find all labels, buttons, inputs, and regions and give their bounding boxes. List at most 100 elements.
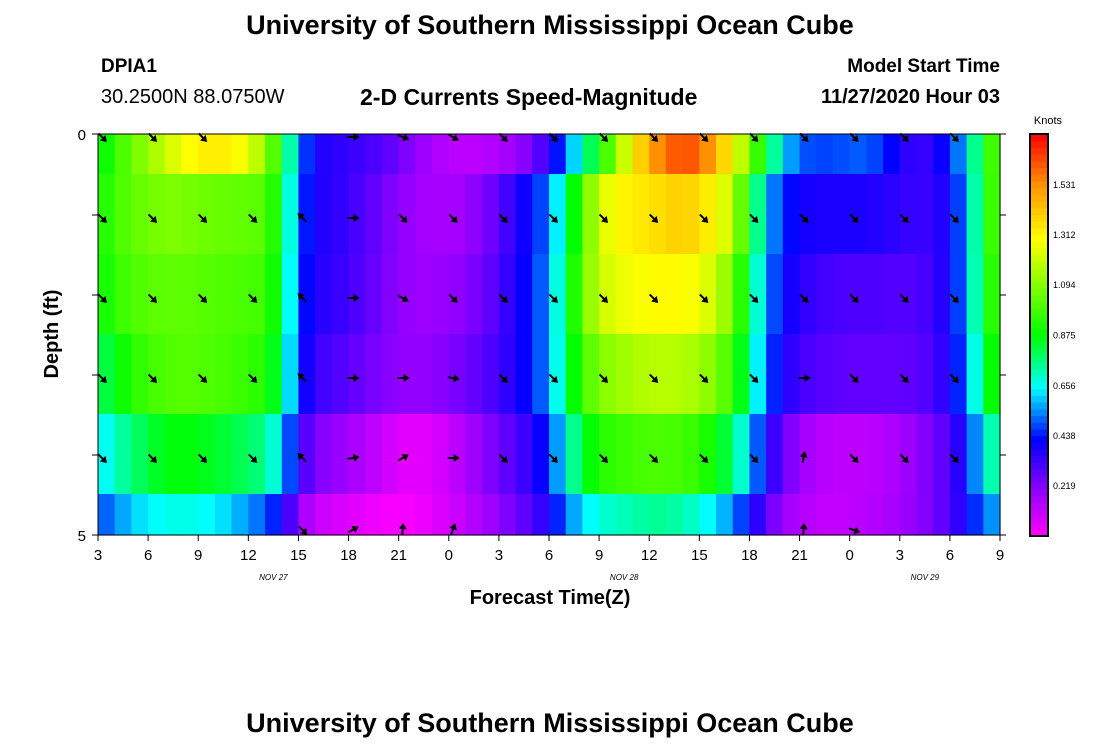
- y-tick-label: 5: [78, 528, 86, 545]
- colorbar-segment: [1030, 247, 1048, 256]
- speed-cell: [866, 134, 884, 175]
- speed-cell: [265, 254, 283, 335]
- speed-cell: [849, 254, 867, 335]
- speed-cell: [331, 414, 350, 495]
- speed-cell: [749, 254, 767, 335]
- colorbar-segment: [1030, 221, 1048, 229]
- speed-cell: [365, 334, 383, 415]
- speed-cell: [816, 414, 834, 495]
- current-arrow: [447, 133, 459, 141]
- colorbar-segment: [1030, 154, 1048, 162]
- speed-cell: [665, 174, 684, 255]
- speed-cell: [716, 494, 734, 536]
- current-arrow: [749, 373, 759, 383]
- colorbar-segment: [1030, 227, 1048, 236]
- current-arrow: [849, 453, 859, 463]
- speed-cell: [415, 254, 433, 335]
- speed-cell: [766, 134, 784, 175]
- speed-cell: [198, 254, 216, 335]
- speed-cell: [699, 494, 717, 536]
- speed-cell: [432, 174, 450, 255]
- current-arrow: [749, 293, 759, 303]
- speed-cell: [114, 174, 133, 255]
- x-tick-label: 18: [741, 547, 758, 564]
- current-arrow: [397, 374, 410, 382]
- speed-cell: [482, 174, 500, 255]
- speed-cell: [649, 414, 667, 495]
- current-arrow: [397, 133, 410, 142]
- speed-cell: [949, 254, 968, 335]
- colorbar-segment: [1030, 328, 1048, 336]
- speed-cell: [114, 334, 133, 415]
- speed-cell: [916, 414, 934, 495]
- speed-cell: [832, 494, 851, 536]
- speed-cell: [883, 414, 901, 495]
- speed-cell: [565, 174, 584, 255]
- colorbar-segment: [1030, 388, 1048, 396]
- current-arrow: [749, 213, 759, 223]
- speed-cell: [448, 494, 467, 536]
- speed-cell: [832, 174, 851, 255]
- speed-cell: [532, 334, 550, 415]
- colorbar-segment: [1030, 368, 1048, 376]
- speed-cell: [615, 134, 634, 175]
- current-arrow: [398, 213, 408, 223]
- colorbar-segment: [1030, 522, 1048, 530]
- current-arrow: [749, 132, 759, 142]
- current-arrow: [97, 453, 107, 463]
- speed-cell: [231, 174, 249, 255]
- speed-cell: [415, 494, 433, 536]
- colorbar-tick-label: 0.656: [1053, 381, 1076, 391]
- current-arrow: [498, 373, 508, 383]
- speed-cell: [682, 134, 700, 175]
- speed-cell: [331, 334, 350, 415]
- speed-cell: [114, 134, 133, 175]
- speed-cell: [615, 334, 634, 415]
- speed-cell: [381, 254, 400, 335]
- speed-cell: [298, 334, 316, 415]
- speed-cell: [365, 494, 383, 536]
- speed-cell: [565, 414, 584, 495]
- speed-cell: [331, 134, 350, 175]
- current-arrow: [548, 453, 558, 463]
- speed-cell: [498, 134, 517, 175]
- speed-cell: [381, 494, 400, 536]
- current-arrow: [147, 293, 158, 303]
- speed-cell: [432, 134, 450, 175]
- current-arrow: [347, 294, 360, 302]
- current-arrow: [297, 373, 307, 383]
- current-arrow: [648, 132, 659, 142]
- speed-cell: [665, 254, 684, 335]
- y-tick-label: 0: [78, 127, 86, 144]
- speed-cell: [749, 494, 767, 536]
- speed-cell: [565, 334, 584, 415]
- speed-cell: [298, 134, 316, 175]
- speed-cell: [849, 414, 867, 495]
- speed-cell: [782, 174, 801, 255]
- speed-cell: [315, 414, 333, 495]
- speed-cell: [949, 494, 968, 536]
- speed-cell: [933, 174, 951, 255]
- speed-cell: [816, 334, 834, 415]
- speed-cell: [615, 174, 634, 255]
- colorbar-segment: [1030, 194, 1048, 202]
- speed-cell: [381, 414, 400, 495]
- colorbar-segment: [1030, 214, 1048, 222]
- current-arrow: [799, 293, 809, 303]
- x-tick-label: 9: [595, 547, 603, 564]
- speed-cell: [549, 174, 567, 255]
- date-label: NOV 28: [610, 573, 639, 582]
- speed-cell: [799, 494, 817, 536]
- speed-cell: [866, 334, 884, 415]
- speed-cell: [181, 134, 199, 175]
- speed-cell: [766, 494, 784, 536]
- current-arrow: [949, 453, 959, 463]
- speed-cell: [916, 334, 934, 415]
- speed-cell: [549, 334, 567, 415]
- speed-cell: [432, 334, 450, 415]
- speed-cell: [766, 174, 784, 255]
- current-arrow: [899, 293, 909, 303]
- x-tick-label: 6: [144, 547, 152, 564]
- colorbar-tick-label: 0.875: [1053, 331, 1076, 341]
- colorbar-segment: [1030, 321, 1048, 329]
